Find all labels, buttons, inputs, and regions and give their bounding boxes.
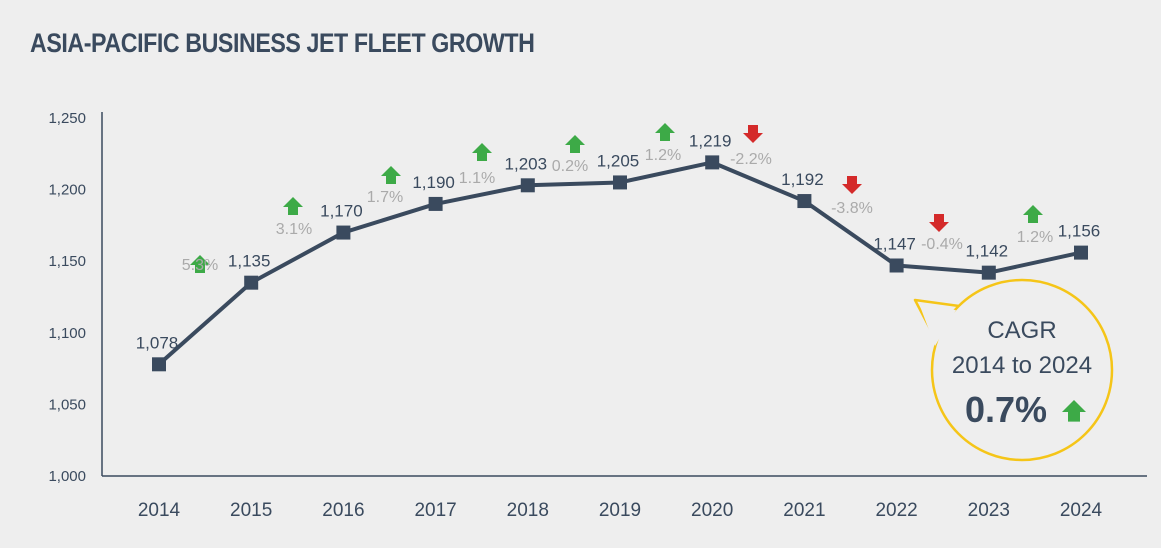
arrow-up-icon (565, 135, 585, 153)
data-point-marker (797, 194, 812, 209)
x-tick-label: 2022 (875, 500, 917, 521)
data-point-marker (981, 265, 996, 280)
y-tick-label: 1,000 (48, 468, 86, 485)
x-axis-ticks: 2014 2015 2016 2017 2018 2019 2020 2021 2022 2023… (138, 500, 1103, 521)
data-point-marker (889, 258, 904, 273)
arrow-up-icon (190, 255, 210, 273)
arrow-up-icon (381, 166, 401, 184)
growth-label: 1.2% (645, 147, 681, 164)
growth-label: 0.2% (552, 158, 588, 175)
data-label: 1,147 (873, 234, 916, 253)
arrow-up-icon (1062, 400, 1086, 422)
data-point-marker (520, 178, 535, 193)
data-label: 1,192 (781, 170, 824, 189)
y-tick-label: 1,100 (48, 325, 86, 342)
data-point-marker (428, 196, 443, 211)
growth-label: 1.2% (1017, 229, 1053, 246)
x-tick-label: 2014 (138, 500, 181, 521)
callout-title: CAGR (987, 317, 1056, 344)
callout-bubble (930, 278, 1114, 462)
x-tick-label: 2024 (1060, 500, 1103, 521)
x-tick-label: 2021 (783, 500, 825, 521)
y-tick-label: 1,150 (48, 253, 86, 270)
data-label: 1,142 (966, 242, 1009, 261)
growth-label: 3.1% (276, 221, 312, 238)
y-tick-label: 1,200 (48, 182, 86, 199)
cagr-callout: CAGR 2014 to 2024 0.7% (913, 278, 1114, 462)
y-axis-ticks: 1,000 1,050 1,100 1,150 1,200 1,250 (48, 110, 86, 485)
data-label: 1,156 (1058, 222, 1101, 241)
data-label: 1,190 (412, 173, 455, 192)
callout-tail-fill (920, 306, 956, 346)
arrow-up-icon (655, 123, 675, 141)
arrow-up-icon (1023, 205, 1043, 223)
x-tick-label: 2019 (599, 500, 641, 521)
growth-label: 1.1% (459, 170, 495, 187)
growth-label: -3.8% (831, 200, 873, 217)
data-point-marker (152, 357, 166, 372)
data-label: 1,205 (597, 151, 640, 170)
callout-value: 0.7% (965, 389, 1047, 430)
arrow-up-icon (283, 197, 303, 215)
x-tick-label: 2020 (691, 500, 733, 521)
data-label: 1,135 (228, 252, 271, 271)
axes (101, 112, 1147, 477)
data-label: 1,078 (136, 333, 179, 352)
growth-label: 1.7% (367, 189, 403, 206)
arrow-down-icon (929, 214, 949, 232)
x-tick-label: 2017 (414, 500, 456, 521)
x-tick-label: 2015 (230, 500, 272, 521)
callout-period: 2014 to 2024 (952, 352, 1092, 379)
data-point-marker (613, 175, 627, 190)
data-point-marker (1074, 245, 1088, 260)
data-label: 1,219 (689, 131, 732, 150)
data-label: 1,203 (505, 154, 548, 173)
y-tick-label: 1,250 (48, 110, 86, 127)
y-tick-label: 1,050 (48, 396, 86, 413)
arrow-down-icon (842, 176, 862, 194)
data-label: 1,170 (320, 202, 363, 221)
data-point-marker (336, 225, 351, 240)
series-fleet: 1,078 1,135 1,170 1,190 1,203 1,205 1,219 1,192… (136, 131, 1101, 372)
x-tick-label: 2018 (507, 500, 549, 521)
x-tick-label: 2016 (322, 500, 364, 521)
arrow-down-icon (743, 125, 763, 143)
data-point-marker (244, 275, 259, 290)
data-point-marker (705, 155, 720, 170)
arrow-up-icon (472, 143, 492, 161)
growth-label: -2.2% (730, 151, 772, 168)
x-tick-label: 2023 (968, 500, 1010, 521)
chart-title: ASIA-PACIFIC BUSINESS JET FLEET GROWTH (30, 28, 535, 58)
growth-label: -0.4% (921, 236, 963, 253)
growth-label: 5.3% (182, 257, 218, 274)
growth-annotations: 5.3%3.1%1.7%1.1%0.2%1.2% -2.2%-3.8%-0.4% 1… (182, 123, 1053, 274)
